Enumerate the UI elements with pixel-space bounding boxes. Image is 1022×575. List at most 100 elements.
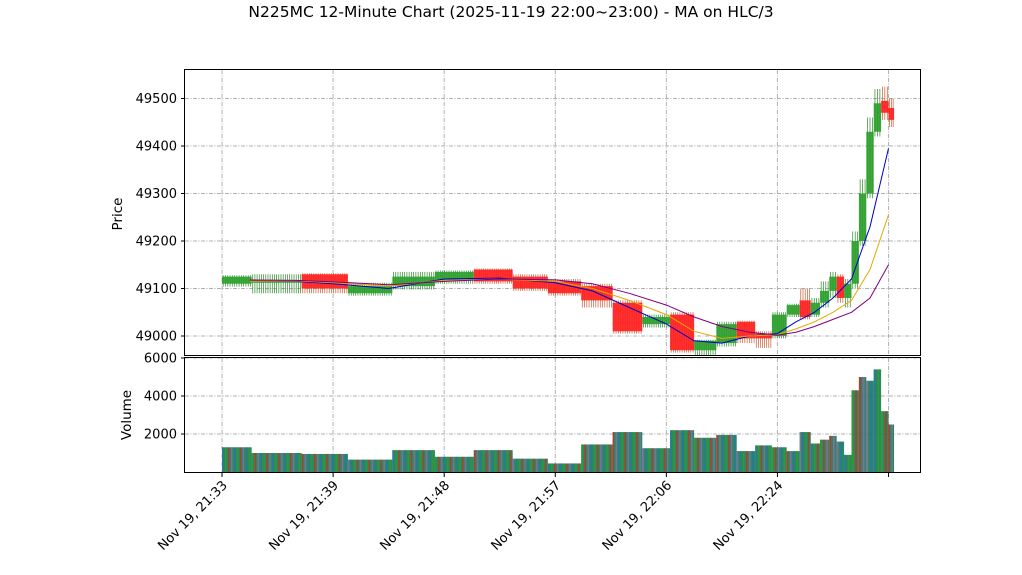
volume-sub-bar [606,444,608,472]
volume-sub-bar [341,453,344,472]
volume-sub-bar [651,448,654,472]
volume-sub-bar [443,456,446,472]
ma-line [249,148,889,344]
volume-sub-bar [603,444,605,472]
volume-sub-bar [633,432,635,472]
volume-sub-bar [749,451,751,472]
candle-body [347,286,393,294]
volume-sub-bar [362,459,365,472]
volume-sub-bar [437,456,440,472]
candle-body [858,193,867,241]
volume-sub-bar [248,447,251,472]
price-tick-label: 49300 [136,187,177,202]
volume-sub-bar [807,432,810,472]
volume-sub-bar [509,450,512,472]
volume-sub-bar [697,437,699,472]
volume-sub-bar [455,456,458,472]
volume-sub-bar [368,459,371,472]
volume-sub-bar [793,451,795,472]
volume-sub-bar [866,380,869,472]
volume-sub-bar [419,450,422,472]
volume-sub-bar [536,458,538,472]
candle-body [836,276,845,298]
volume-sub-bar [621,432,624,472]
volume-sub-bar [227,447,230,472]
volume-sub-bar [615,432,618,472]
price-tick-label: 49400 [136,140,177,155]
volume-sub-bar [703,437,706,472]
volume-sub-bar [722,434,724,472]
candle-body [820,290,830,303]
volume-sub-bar [870,380,872,472]
volume-sub-bar [544,458,547,472]
volume-sub-bar [224,447,227,472]
volume-sub-bar [230,447,233,472]
volume-sub-bar [771,447,774,472]
candle-body [881,100,889,113]
volume-sub-bar [832,435,835,472]
volume-sub-bar [673,430,675,472]
volume-sub-bar [461,456,464,472]
volume-sub-bar [344,453,347,472]
volume-sub-bar [639,432,641,472]
volume-sub-bar [266,453,268,472]
volume-sub-bar [612,432,615,472]
x-tick-label: Nov 19, 22:24 [711,478,787,554]
volume-sub-bar [766,445,768,472]
volume-sub-bar [581,444,583,472]
volume-sub-bar [283,453,286,472]
price-panel-frame [184,69,921,356]
volume-sub-bar [566,463,568,472]
volume-sub-bar [416,450,419,472]
volume-sub-bar [891,424,893,472]
volume-sub-bar [881,411,883,472]
volume-bar [851,390,859,472]
volume-sub-bar [503,450,506,472]
candle-body [512,276,548,289]
volume-sub-bar [407,450,410,472]
volume-sub-bar [745,451,748,472]
volume-sub-bar [657,448,660,472]
volume-sub-bar [269,453,271,472]
volume-sub-bar [733,434,736,472]
volume-sub-bar [596,444,599,472]
volume-sub-bar [873,369,876,472]
volume-sub-bar [727,434,730,472]
volume-sub-bar [239,447,242,472]
ma-line [249,214,889,339]
candle-body [873,103,882,132]
volume-sub-bar [222,447,224,472]
volume-bar [888,424,895,472]
candle-body [888,108,895,120]
volume-sub-bar [752,451,754,472]
volume-sub-bar [313,453,316,472]
volume-sub-bar [500,450,503,472]
volume-sub-bar [590,444,593,472]
volume-sub-bar [694,437,696,472]
moving-average-lines [249,148,889,344]
volume-sub-bar [446,456,449,472]
volume-sub-bar [275,453,277,472]
chart-title: N225MC 12-Minute Chart (2025-11-19 22:00… [248,3,773,21]
candle-body [810,302,821,315]
volume-sub-bar [755,445,757,472]
candles [222,86,895,355]
x-tick-label: Nov 19, 21:57 [489,478,565,554]
volume-sub-bar [452,456,455,472]
volume-sub-bar [233,447,236,472]
volume-sub-bar [236,447,239,472]
candle-body [670,314,695,351]
volume-sub-bar [700,437,703,472]
volume-sub-bar [716,434,718,472]
volume-sub-bar [434,456,437,472]
volume-sub-bar [706,437,709,472]
volume-sub-bar [350,459,353,472]
volume-sub-bar [286,453,289,472]
candle-body [755,333,772,339]
volume-sub-bar [786,451,789,472]
volume-sub-bar [428,450,431,472]
volume-sub-bar [530,458,532,472]
volume-sub-bar [449,456,452,472]
volume-sub-bar [796,451,799,472]
volume-panel-frame [184,357,921,473]
